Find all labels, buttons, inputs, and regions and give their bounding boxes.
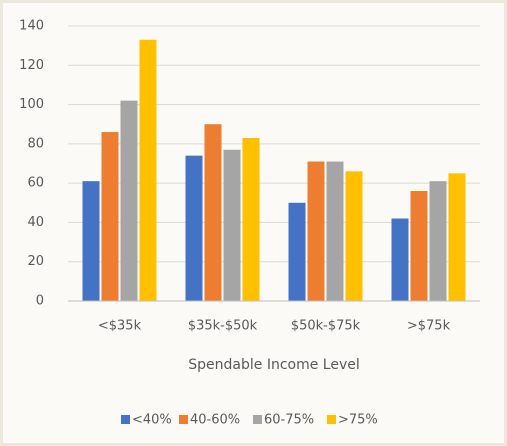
bar: [82, 181, 100, 301]
legend-swatch: [327, 415, 336, 424]
y-tick-label: 0: [36, 294, 44, 309]
x-tick-label: $50k-$75k: [291, 319, 361, 334]
bar: [204, 124, 222, 301]
legend-swatch: [179, 415, 188, 424]
bar: [448, 173, 466, 301]
legend-swatch: [253, 415, 262, 424]
y-tick-label: 60: [27, 176, 44, 191]
legend-label: <40%: [132, 413, 172, 428]
legend-label: 40-60%: [190, 413, 240, 428]
legend-label: 60-75%: [264, 413, 314, 428]
y-tick-label: 120: [19, 58, 44, 73]
x-tick-label: >$75k: [407, 319, 451, 334]
bar: [410, 191, 428, 301]
bar: [120, 100, 138, 302]
bar: [429, 181, 447, 301]
y-tick-label: 100: [19, 97, 44, 112]
y-tick-label: 40: [27, 215, 44, 230]
legend-label: >75%: [338, 413, 378, 428]
bar: [345, 171, 363, 301]
bar: [326, 161, 344, 301]
bar: [288, 202, 306, 301]
bar: [391, 218, 409, 301]
bar: [242, 137, 260, 301]
bar: [101, 132, 119, 301]
bar: [185, 155, 203, 301]
y-tick-label: 140: [19, 19, 44, 34]
x-axis-label: Spendable Income Level: [188, 357, 360, 373]
y-tick-label: 80: [27, 136, 44, 151]
bar: [139, 39, 157, 301]
y-tick-label: 20: [27, 254, 44, 269]
x-tick-label: $35k-$50k: [188, 319, 258, 334]
legend-swatch: [121, 415, 130, 424]
bar: [307, 161, 325, 301]
x-tick-label: <$35k: [98, 319, 142, 334]
bar: [223, 149, 241, 301]
